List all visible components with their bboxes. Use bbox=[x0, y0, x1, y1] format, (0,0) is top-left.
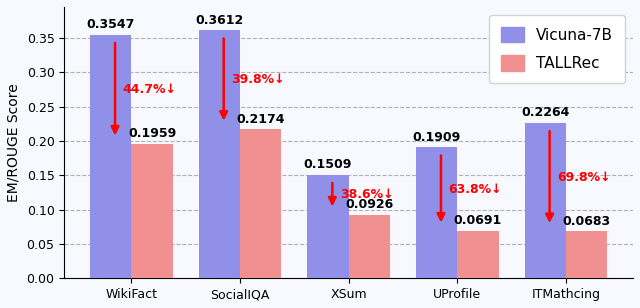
Text: 0.0691: 0.0691 bbox=[454, 214, 502, 227]
Bar bbox=[90, 34, 131, 278]
Text: 0.2174: 0.2174 bbox=[236, 112, 285, 126]
Text: 63.8%↓: 63.8%↓ bbox=[449, 183, 502, 196]
Bar bbox=[416, 147, 457, 278]
Text: 0.1909: 0.1909 bbox=[413, 131, 461, 144]
Bar bbox=[198, 30, 240, 278]
Text: 0.1509: 0.1509 bbox=[304, 158, 352, 171]
Bar bbox=[240, 129, 282, 278]
Text: 0.0926: 0.0926 bbox=[345, 198, 394, 211]
Text: 38.6%↓: 38.6%↓ bbox=[340, 188, 394, 201]
Text: 39.8%↓: 39.8%↓ bbox=[231, 73, 285, 86]
Text: 0.3612: 0.3612 bbox=[195, 14, 243, 27]
Text: 44.7%↓: 44.7%↓ bbox=[123, 83, 177, 96]
Text: 0.0683: 0.0683 bbox=[563, 215, 611, 228]
Text: 69.8%↓: 69.8%↓ bbox=[557, 171, 611, 184]
Legend: Vicuna-7B, TALLRec: Vicuna-7B, TALLRec bbox=[489, 14, 625, 83]
Text: 0.2264: 0.2264 bbox=[521, 106, 570, 119]
Bar bbox=[131, 144, 173, 278]
Y-axis label: EM/ROUGE Score: EM/ROUGE Score bbox=[7, 83, 21, 202]
Text: 0.1959: 0.1959 bbox=[128, 127, 176, 140]
Bar bbox=[525, 123, 566, 278]
Bar bbox=[307, 175, 349, 278]
Bar bbox=[566, 231, 607, 278]
Text: 0.3547: 0.3547 bbox=[86, 18, 135, 31]
Bar bbox=[457, 231, 499, 278]
Bar bbox=[349, 215, 390, 278]
